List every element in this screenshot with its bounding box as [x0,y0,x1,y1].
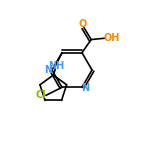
Text: N: N [81,83,89,93]
Text: O: O [79,19,87,29]
Text: NH: NH [48,61,64,71]
Text: OH: OH [104,33,120,43]
Text: N: N [44,65,53,75]
Text: Cl: Cl [36,90,46,100]
